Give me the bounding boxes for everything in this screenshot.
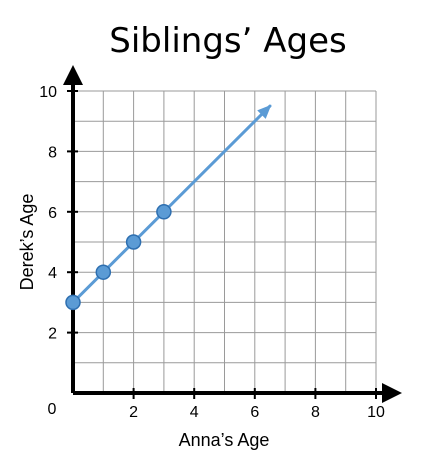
grid (73, 90, 377, 393)
y-tick-label: 4 (48, 265, 57, 282)
data-point (65, 294, 81, 311)
data-point (156, 204, 172, 220)
tick-labels: 2 4 6 8 10 2 4 6 8 10 0 (39, 84, 385, 421)
x-axis-arrow (382, 383, 402, 403)
y-axis-label: Derek’s Age (17, 194, 37, 291)
x-axis-label: Anna’s Age (179, 430, 270, 450)
y-tick-label: 10 (39, 84, 57, 101)
y-tick-label: 6 (48, 205, 57, 222)
y-axis-arrow (63, 65, 83, 85)
series (65, 104, 272, 311)
data-point (95, 264, 112, 280)
x-tick-label: 4 (190, 404, 199, 421)
y-tick-label: 8 (48, 144, 57, 161)
x-tick-label: 6 (250, 404, 259, 421)
origin-label: 0 (48, 401, 57, 418)
y-tick-label: 2 (48, 326, 57, 343)
x-tick-label: 8 (311, 404, 320, 421)
x-tick-label: 2 (129, 404, 138, 421)
series-line-arrow (257, 104, 272, 119)
axes (63, 65, 402, 403)
data-point (125, 234, 142, 250)
x-tick-label: 10 (367, 404, 385, 421)
chart-title: Siblings’ Ages (109, 21, 346, 61)
